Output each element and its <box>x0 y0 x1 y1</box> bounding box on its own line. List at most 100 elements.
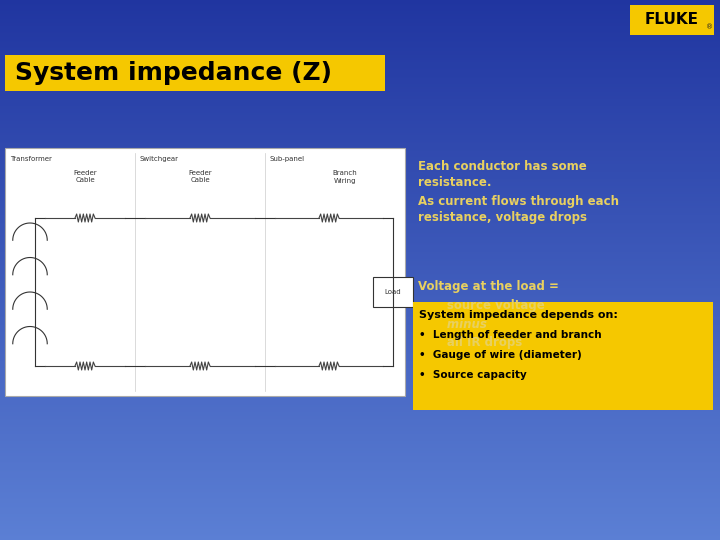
Bar <box>0 536 720 537</box>
Bar <box>0 397 720 398</box>
Bar <box>0 455 720 456</box>
Bar <box>0 76 720 77</box>
Bar <box>0 229 720 230</box>
Bar <box>0 108 720 109</box>
Bar <box>0 209 720 210</box>
Bar <box>0 71 720 72</box>
Bar <box>0 434 720 435</box>
Bar <box>0 423 720 424</box>
Bar <box>0 428 720 429</box>
Bar <box>0 523 720 524</box>
Bar <box>0 310 720 311</box>
Bar <box>0 386 720 387</box>
Bar <box>0 304 720 305</box>
Bar <box>0 82 720 83</box>
Bar <box>0 489 720 490</box>
Bar <box>0 133 720 134</box>
Bar <box>0 282 720 283</box>
Bar <box>0 519 720 520</box>
Bar <box>0 283 720 284</box>
Bar <box>0 124 720 125</box>
Bar <box>0 144 720 145</box>
Bar <box>0 18 720 19</box>
Bar <box>0 40 720 41</box>
Bar <box>0 404 720 405</box>
Bar <box>0 528 720 529</box>
Bar <box>0 370 720 371</box>
Bar <box>0 125 720 126</box>
Bar <box>0 9 720 10</box>
Bar <box>0 374 720 375</box>
Bar <box>0 281 720 282</box>
Bar <box>0 465 720 466</box>
Bar <box>0 251 720 252</box>
Bar <box>0 302 720 303</box>
Bar <box>0 253 720 254</box>
Bar <box>0 344 720 345</box>
Bar <box>0 261 720 262</box>
Bar <box>0 198 720 199</box>
Bar <box>0 63 720 64</box>
Bar <box>0 116 720 117</box>
Bar <box>0 454 720 455</box>
Bar <box>0 91 720 92</box>
Bar <box>0 14 720 15</box>
Bar <box>0 102 720 103</box>
Text: System impedance depends on:: System impedance depends on: <box>419 310 618 320</box>
Bar <box>0 378 720 379</box>
Bar <box>0 375 720 376</box>
Bar <box>0 372 720 373</box>
Bar <box>0 328 720 329</box>
Text: resistance.: resistance. <box>418 176 492 189</box>
Bar <box>0 321 720 322</box>
Bar <box>0 467 720 468</box>
Bar <box>0 458 720 459</box>
Bar <box>0 147 720 148</box>
Bar <box>0 408 720 409</box>
Bar <box>0 498 720 499</box>
Bar <box>0 460 720 461</box>
Bar <box>0 491 720 492</box>
Bar <box>0 260 720 261</box>
Text: FLUKE: FLUKE <box>645 12 699 28</box>
Text: Branch
Wiring: Branch Wiring <box>333 170 357 184</box>
Bar <box>0 61 720 62</box>
Text: resistance, voltage drops: resistance, voltage drops <box>418 211 587 224</box>
Bar <box>0 512 720 513</box>
Text: Switchgear: Switchgear <box>140 156 179 162</box>
Bar <box>0 439 720 440</box>
Bar <box>0 504 720 505</box>
Bar <box>0 415 720 416</box>
Bar <box>0 185 720 186</box>
Bar <box>0 265 720 266</box>
Bar <box>0 205 720 206</box>
Bar <box>0 440 720 441</box>
Bar <box>0 535 720 536</box>
Bar <box>0 37 720 38</box>
Bar <box>0 379 720 380</box>
Bar <box>0 305 720 306</box>
Bar <box>0 391 720 392</box>
Bar <box>0 83 720 84</box>
Bar <box>0 235 720 236</box>
Bar <box>0 345 720 346</box>
Bar <box>0 248 720 249</box>
Bar <box>0 178 720 179</box>
Bar <box>0 95 720 96</box>
Bar <box>0 109 720 110</box>
Bar <box>0 8 720 9</box>
Bar <box>0 537 720 538</box>
Bar <box>0 478 720 479</box>
Bar <box>0 507 720 508</box>
Bar <box>0 73 720 74</box>
Text: Sub-panel: Sub-panel <box>270 156 305 162</box>
Bar <box>0 30 720 31</box>
Bar <box>0 93 720 94</box>
Bar <box>0 475 720 476</box>
Bar <box>0 243 720 244</box>
Bar <box>0 34 720 35</box>
Text: Load: Load <box>384 289 401 295</box>
Bar <box>0 35 720 36</box>
Bar <box>0 444 720 445</box>
Bar <box>0 520 720 521</box>
